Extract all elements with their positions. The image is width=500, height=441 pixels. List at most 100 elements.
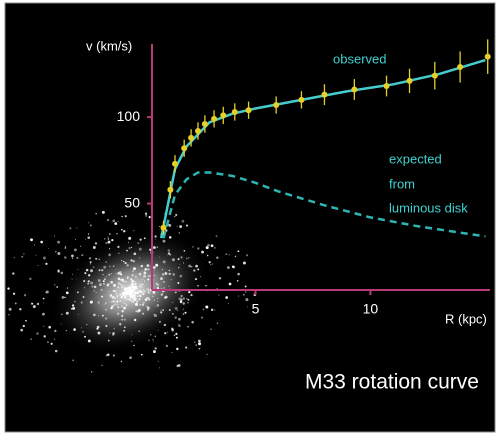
star xyxy=(90,269,93,272)
star xyxy=(133,301,134,302)
star xyxy=(124,326,126,328)
star xyxy=(128,237,131,240)
data-point xyxy=(167,187,173,193)
star xyxy=(113,354,115,356)
star xyxy=(185,347,187,349)
star xyxy=(119,323,121,325)
star xyxy=(141,354,143,356)
star xyxy=(66,330,67,331)
star xyxy=(34,244,35,245)
star xyxy=(200,276,201,277)
star xyxy=(58,269,60,271)
star xyxy=(66,312,69,315)
star xyxy=(83,296,85,298)
star xyxy=(155,306,156,307)
star xyxy=(133,260,135,262)
star xyxy=(144,302,145,303)
star xyxy=(51,343,53,345)
star xyxy=(205,306,208,309)
star xyxy=(74,301,75,302)
star xyxy=(211,244,214,247)
star xyxy=(101,289,103,291)
star xyxy=(155,336,156,337)
star xyxy=(162,273,165,276)
star xyxy=(238,295,239,296)
data-point xyxy=(457,64,463,70)
star xyxy=(179,275,182,278)
star xyxy=(124,303,126,305)
star xyxy=(141,286,143,288)
star xyxy=(191,266,192,267)
star xyxy=(179,264,180,265)
star xyxy=(147,268,150,271)
star xyxy=(101,269,103,271)
star xyxy=(130,291,132,293)
x-tick-label: 5 xyxy=(252,301,260,317)
star xyxy=(95,258,97,260)
star xyxy=(175,291,177,293)
star xyxy=(47,341,48,342)
star xyxy=(128,242,129,243)
star xyxy=(112,333,115,336)
star xyxy=(115,273,116,274)
star xyxy=(96,328,98,330)
star xyxy=(142,304,144,306)
star xyxy=(157,298,158,299)
star xyxy=(90,301,93,304)
star xyxy=(148,298,150,300)
star xyxy=(140,283,142,285)
star xyxy=(36,332,39,335)
star xyxy=(188,257,189,258)
star xyxy=(62,296,65,299)
star xyxy=(171,328,173,330)
star xyxy=(155,239,156,240)
star xyxy=(95,213,97,215)
star xyxy=(116,233,117,234)
star xyxy=(87,236,90,239)
star xyxy=(108,291,109,292)
star xyxy=(197,268,199,270)
star xyxy=(48,248,49,249)
star xyxy=(72,359,74,361)
star xyxy=(153,341,154,342)
star xyxy=(103,266,106,269)
star xyxy=(168,224,171,227)
star xyxy=(134,281,136,283)
star xyxy=(54,284,55,285)
star xyxy=(64,256,67,259)
star xyxy=(141,291,143,293)
star xyxy=(93,266,95,268)
star xyxy=(134,287,136,289)
star xyxy=(178,324,179,325)
star xyxy=(117,287,119,289)
data-point xyxy=(298,97,304,103)
star xyxy=(149,216,151,218)
star xyxy=(128,247,130,249)
annotation: from xyxy=(389,176,415,191)
star xyxy=(158,361,159,362)
star xyxy=(214,247,216,249)
star xyxy=(48,326,51,329)
star xyxy=(109,248,110,249)
star xyxy=(154,235,156,237)
star xyxy=(45,263,47,265)
star xyxy=(154,275,156,277)
star xyxy=(166,345,168,347)
data-point xyxy=(160,225,166,231)
star xyxy=(178,364,181,367)
star xyxy=(142,313,144,315)
star xyxy=(123,307,126,310)
star xyxy=(43,298,45,300)
star xyxy=(187,302,188,303)
star xyxy=(36,255,37,256)
star xyxy=(136,301,138,303)
star xyxy=(103,283,105,285)
star xyxy=(115,302,116,303)
star xyxy=(24,294,26,296)
star xyxy=(144,270,145,271)
star xyxy=(214,309,215,310)
star xyxy=(205,285,206,286)
star xyxy=(209,261,211,263)
star xyxy=(183,302,185,304)
star xyxy=(83,280,85,282)
